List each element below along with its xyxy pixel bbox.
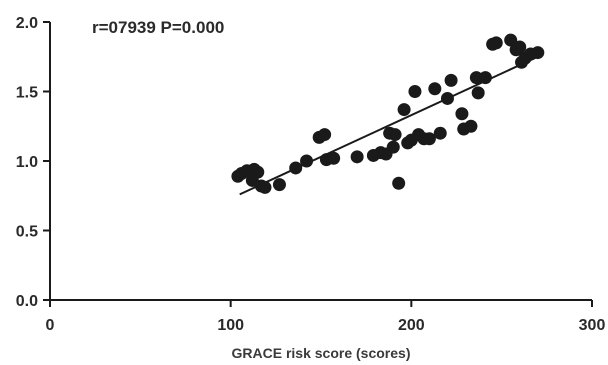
y-tick-label: 0.0 [16,293,38,310]
x-tick-label: 200 [398,317,425,334]
correlation-annotation: r=07939 P=0.000 [92,18,224,37]
data-point [478,71,492,85]
data-point [513,40,527,54]
y-tick-label: 1.0 [16,154,38,171]
data-point [272,178,286,192]
data-point [386,140,400,154]
trendline [239,55,539,196]
data-points [231,33,545,194]
data-point [471,86,485,100]
data-point [397,103,411,117]
data-point [388,128,402,142]
data-point [289,161,303,175]
x-tick-label: 0 [46,317,55,334]
data-point [444,73,458,87]
data-point [408,85,422,98]
data-point [504,33,518,47]
data-point [440,91,454,105]
trendline-group [239,55,539,196]
y-tick-label: 0.5 [16,224,38,241]
data-point [392,176,406,190]
data-point [258,180,272,194]
y-tick-label: 1.5 [16,85,38,102]
data-point [422,132,436,146]
data-point [245,173,259,187]
data-point [531,46,545,60]
data-point [464,119,478,133]
ticks: 0 100 200 300 0.0 0.5 1.0 1.5 2.0 [16,15,606,334]
data-point [469,71,483,85]
data-point [433,126,447,140]
data-point [350,150,364,164]
data-point [300,154,314,168]
data-point [455,107,469,121]
x-tick-label: 100 [217,317,244,334]
data-point [318,128,332,142]
x-axis-title: GRACE risk score (scores) [232,345,411,361]
data-point [428,82,442,96]
x-tick-label: 300 [579,317,606,334]
data-point [489,36,503,50]
data-point [327,151,341,165]
y-tick-label: 2.0 [16,15,38,32]
